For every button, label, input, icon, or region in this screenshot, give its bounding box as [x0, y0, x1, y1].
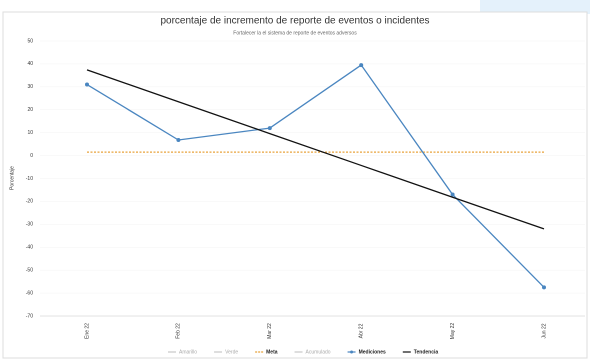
y-tick-label: -50	[26, 267, 33, 273]
series-line	[86, 64, 545, 288]
data-point	[85, 82, 89, 87]
data-point	[176, 138, 181, 142]
legend-label: Acumulado	[306, 349, 331, 355]
x-tick-label: May 22	[450, 323, 456, 340]
legend-label: Amarillo	[179, 349, 197, 355]
y-tick-label: -70	[26, 313, 33, 319]
legend-label: Tendencia	[414, 349, 439, 355]
y-tick-label: 50	[27, 38, 33, 44]
y-tick-label: -40	[26, 245, 33, 251]
data-point	[542, 285, 546, 290]
y-tick-label: -20	[26, 199, 33, 205]
x-tick-label: Ene 22	[84, 323, 90, 339]
data-point	[267, 126, 272, 131]
x-tick-label: Abr 22	[359, 323, 365, 338]
y-tick-label: 0	[30, 153, 33, 159]
data-point	[359, 63, 364, 68]
y-tick-label: 10	[27, 130, 33, 136]
decoration	[480, 0, 590, 14]
chart-title: porcentaje de incremento de reporte de e…	[160, 16, 429, 27]
legend-label: Verde	[225, 349, 238, 355]
legend-label: Mediciones	[359, 349, 386, 355]
legend-label: Meta	[266, 349, 278, 355]
chart-frame	[2, 11, 588, 359]
x-tick-label: Mar 22	[267, 323, 273, 339]
y-tick-label: 20	[27, 107, 33, 113]
y-tick-label: -30	[26, 222, 33, 228]
series-line	[86, 69, 545, 230]
legend-marker	[350, 350, 354, 354]
y-axis-label: Porcentaje	[9, 166, 15, 190]
data-point	[450, 192, 455, 197]
y-tick-label: -10	[26, 176, 33, 182]
y-tick-label: 40	[27, 61, 33, 67]
chart-subtitle: Fortalecer la el sistema de reporte de e…	[233, 30, 357, 36]
y-tick-label: -60	[26, 290, 33, 296]
x-tick-label: Feb 22	[176, 323, 182, 339]
y-tick-label: 30	[27, 84, 33, 90]
x-tick-label: Jun 22	[541, 323, 547, 338]
